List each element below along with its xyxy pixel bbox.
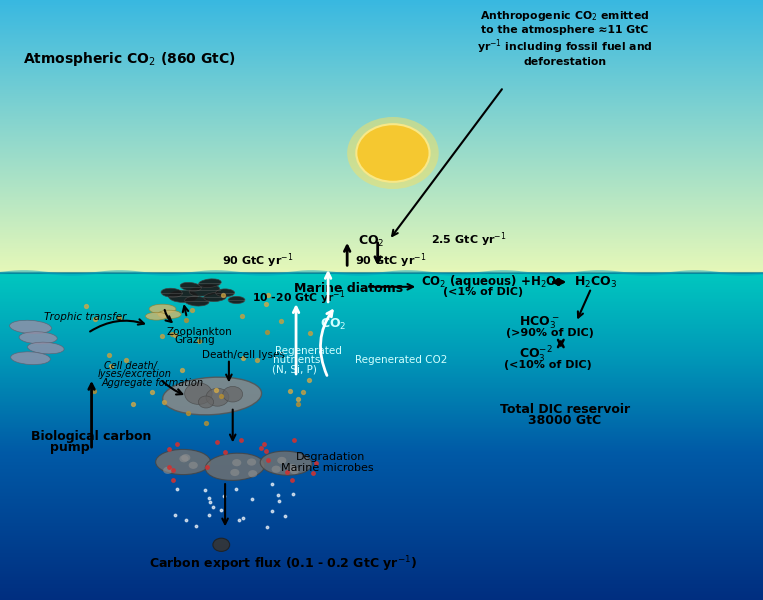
Text: Grazing: Grazing bbox=[174, 335, 214, 345]
Ellipse shape bbox=[228, 296, 245, 304]
Text: lyses/excretion: lyses/excretion bbox=[98, 370, 172, 379]
Ellipse shape bbox=[10, 320, 51, 334]
Circle shape bbox=[185, 383, 212, 404]
Text: 2.5 GtC yr$^{-1}$: 2.5 GtC yr$^{-1}$ bbox=[431, 230, 507, 250]
Text: pump: pump bbox=[50, 440, 89, 454]
Circle shape bbox=[290, 467, 299, 474]
Ellipse shape bbox=[19, 332, 57, 344]
Ellipse shape bbox=[205, 453, 265, 481]
Text: Carbon export flux (0.1 - 0.2 GtC yr$^{-1}$): Carbon export flux (0.1 - 0.2 GtC yr$^{-… bbox=[149, 554, 417, 574]
Text: Trophic transfer: Trophic transfer bbox=[44, 312, 127, 322]
Circle shape bbox=[206, 388, 229, 406]
Text: Regenerated: Regenerated bbox=[275, 346, 342, 356]
Text: CO$_2$ (aqueous) +H$_2$O: CO$_2$ (aqueous) +H$_2$O bbox=[421, 274, 557, 290]
Circle shape bbox=[232, 459, 241, 466]
Text: (>90% of DIC): (>90% of DIC) bbox=[506, 328, 594, 338]
Ellipse shape bbox=[146, 312, 167, 320]
Circle shape bbox=[277, 457, 286, 464]
Ellipse shape bbox=[11, 352, 50, 365]
Text: HCO$_3^-$: HCO$_3^-$ bbox=[519, 314, 559, 331]
Text: (N, Si, P): (N, Si, P) bbox=[272, 364, 317, 374]
Ellipse shape bbox=[180, 283, 201, 291]
Ellipse shape bbox=[185, 296, 209, 306]
Text: 90 GtC yr$^{-1}$: 90 GtC yr$^{-1}$ bbox=[222, 252, 294, 271]
Circle shape bbox=[179, 455, 188, 463]
Ellipse shape bbox=[158, 310, 181, 319]
Text: Biological carbon: Biological carbon bbox=[31, 430, 151, 443]
Text: Zooplankton: Zooplankton bbox=[166, 327, 232, 337]
Text: Marine microbes: Marine microbes bbox=[281, 463, 373, 473]
Text: 90 GtC yr$^{-1}$: 90 GtC yr$^{-1}$ bbox=[355, 252, 427, 271]
Text: Total DIC reservoir: Total DIC reservoir bbox=[500, 403, 629, 416]
Circle shape bbox=[356, 124, 430, 182]
Ellipse shape bbox=[198, 279, 221, 287]
Text: CO$_2$: CO$_2$ bbox=[359, 234, 385, 250]
Text: Anthropogenic CO$_2$ emitted
to the atmosphere ≈11 GtC
yr$^{-1}$ including fossi: Anthropogenic CO$_2$ emitted to the atmo… bbox=[477, 9, 652, 67]
Circle shape bbox=[198, 396, 214, 408]
Circle shape bbox=[347, 117, 439, 189]
Text: (<10% of DIC): (<10% of DIC) bbox=[504, 361, 591, 370]
Circle shape bbox=[248, 470, 257, 478]
Circle shape bbox=[163, 467, 172, 474]
Ellipse shape bbox=[204, 292, 227, 302]
Ellipse shape bbox=[215, 289, 235, 297]
Ellipse shape bbox=[156, 449, 211, 475]
Ellipse shape bbox=[260, 451, 312, 475]
Text: Marine diatoms: Marine diatoms bbox=[294, 281, 403, 295]
Text: CO$_2$: CO$_2$ bbox=[320, 316, 347, 332]
Text: Atmospheric CO$_2$ (860 GtC): Atmospheric CO$_2$ (860 GtC) bbox=[23, 50, 235, 68]
Text: nutrients: nutrients bbox=[273, 355, 320, 365]
Circle shape bbox=[223, 386, 243, 402]
Circle shape bbox=[230, 469, 240, 476]
Text: Regenerated CO2: Regenerated CO2 bbox=[355, 355, 447, 365]
Ellipse shape bbox=[149, 304, 176, 314]
Ellipse shape bbox=[163, 377, 262, 415]
Circle shape bbox=[272, 466, 281, 473]
Ellipse shape bbox=[27, 342, 64, 354]
Text: 38000 GtC: 38000 GtC bbox=[528, 413, 601, 427]
Ellipse shape bbox=[161, 288, 182, 298]
Circle shape bbox=[247, 458, 256, 466]
Circle shape bbox=[188, 461, 198, 469]
Ellipse shape bbox=[189, 284, 220, 296]
Circle shape bbox=[182, 454, 191, 461]
Text: Death/cell lyses: Death/cell lyses bbox=[202, 350, 285, 360]
Text: H$_2$CO$_3$: H$_2$CO$_3$ bbox=[574, 274, 617, 290]
Text: (<1% of DIC): (<1% of DIC) bbox=[443, 287, 523, 297]
Circle shape bbox=[288, 464, 297, 471]
Text: Aggregate formation: Aggregate formation bbox=[101, 378, 204, 388]
Text: Degradation: Degradation bbox=[296, 452, 365, 462]
Text: 10 -20 GtC yr$^{-1}$: 10 -20 GtC yr$^{-1}$ bbox=[252, 289, 345, 307]
Ellipse shape bbox=[169, 290, 198, 302]
Text: Cell death/: Cell death/ bbox=[104, 361, 156, 371]
Text: CO$_3^{-2}$: CO$_3^{-2}$ bbox=[519, 345, 552, 365]
Ellipse shape bbox=[213, 538, 230, 551]
